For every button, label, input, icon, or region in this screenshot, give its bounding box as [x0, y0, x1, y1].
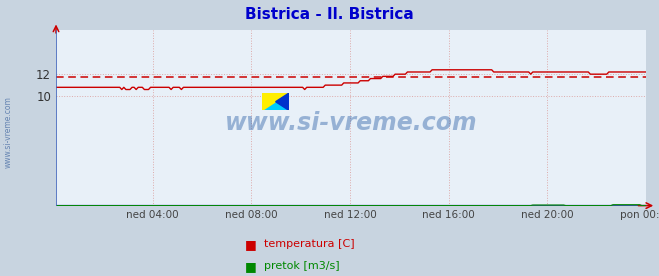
Text: pretok [m3/s]: pretok [m3/s]: [264, 261, 339, 271]
Text: www.si-vreme.com: www.si-vreme.com: [225, 111, 477, 135]
Polygon shape: [275, 93, 289, 110]
Text: ■: ■: [245, 260, 257, 273]
Text: temperatura [C]: temperatura [C]: [264, 239, 355, 249]
Polygon shape: [262, 93, 289, 110]
Text: Bistrica - Il. Bistrica: Bistrica - Il. Bistrica: [245, 7, 414, 22]
Text: www.si-vreme.com: www.si-vreme.com: [3, 97, 13, 168]
Text: ■: ■: [245, 238, 257, 251]
Polygon shape: [262, 93, 289, 110]
